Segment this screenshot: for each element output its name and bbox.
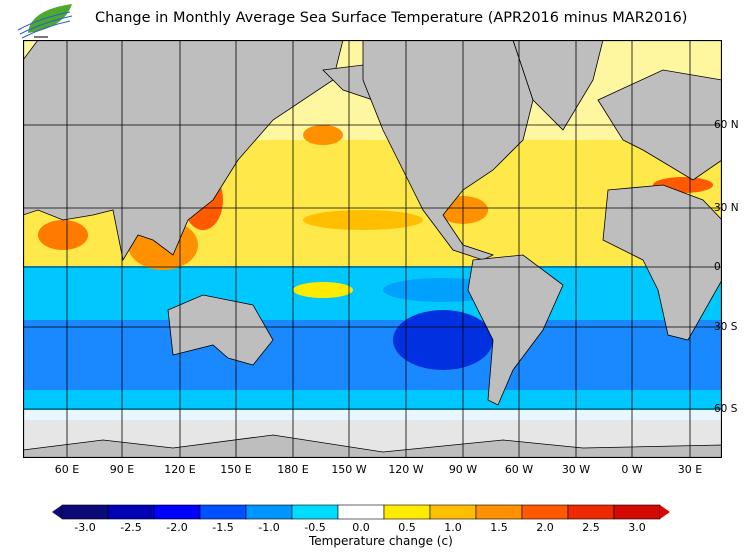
latitude-label: 30 S (714, 321, 738, 333)
colorbar-swatch (107, 504, 155, 520)
longitude-label: 90 W (448, 463, 478, 476)
colorbar-swatch (153, 504, 201, 520)
colorbar-max-arrow (660, 505, 670, 519)
colorbar-tick-label: -1.5 (212, 521, 234, 534)
colorbar-swatch (291, 504, 339, 520)
colorbar-tick-label: 1.5 (490, 521, 508, 534)
colorbar-tick-label: -2.5 (120, 521, 142, 534)
colorbar-tick-label: 2.0 (536, 521, 554, 534)
colorbar-tick-label: -3.0 (74, 521, 96, 534)
colorbar-swatch (475, 504, 523, 520)
colorbar (52, 504, 670, 520)
ocean-south-cold (23, 320, 722, 390)
longitude-label: 30 E (677, 463, 703, 476)
longitude-label: 150 E (220, 463, 252, 476)
map-frame (23, 40, 722, 458)
longitude-label: 120 W (388, 463, 424, 476)
colorbar-tick-label: 1.0 (444, 521, 462, 534)
north-america (362, 40, 534, 261)
colorbar-label: Temperature change (c) (309, 534, 453, 548)
colorbar-tick-label: -2.0 (166, 521, 188, 534)
logo (17, 4, 73, 42)
colorbar-tick-label: -1.0 (258, 521, 280, 534)
greenland (512, 40, 604, 131)
longitude-label: 60 W (504, 463, 534, 476)
colorbar-swatch (521, 504, 569, 520)
sst-map (23, 40, 722, 458)
latitude-label: 60 S (714, 403, 738, 415)
colorbar-swatch (337, 504, 385, 520)
australia (167, 294, 274, 366)
colorbar-min-arrow (52, 505, 62, 519)
colorbar-swatch (61, 504, 109, 520)
longitude-label: 90 E (109, 463, 135, 476)
colorbar-tick-label: 0.0 (352, 521, 370, 534)
colorbar-swatch (567, 504, 615, 520)
longitude-label: 30 W (561, 463, 591, 476)
longitude-label: 60 E (54, 463, 80, 476)
antarctica (23, 434, 722, 458)
latitude-label: 30 N (714, 202, 739, 214)
latitude-label: 60 N (714, 119, 739, 131)
colorbar-swatch (199, 504, 247, 520)
longitude-label: 150 W (331, 463, 367, 476)
graticule (23, 40, 722, 458)
longitude-label: 180 E (277, 463, 309, 476)
colorbar-swatch (429, 504, 477, 520)
colorbar-swatch (383, 504, 431, 520)
colorbar-swatch (613, 504, 661, 520)
latitude-label: 0 (714, 261, 721, 273)
colorbar-tick-label: -0.5 (304, 521, 326, 534)
asia (23, 40, 344, 262)
map-title: Change in Monthly Average Sea Surface Te… (95, 10, 688, 26)
colorbar-tick-label: 3.0 (628, 521, 646, 534)
colorbar-tick-label: 0.5 (398, 521, 416, 534)
south-america (467, 254, 564, 406)
colorbar-swatch (245, 504, 293, 520)
colorbar-tick-label: 2.5 (582, 521, 600, 534)
land (23, 40, 722, 458)
longitude-label: 0 W (621, 463, 643, 476)
longitude-label: 120 E (164, 463, 196, 476)
